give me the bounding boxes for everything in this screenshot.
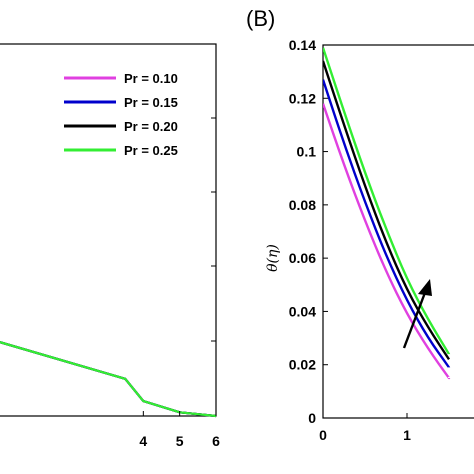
panel-b-y-axis-label: θ(η) — [265, 244, 281, 272]
panel-a-right-ticks — [211, 117, 216, 342]
legend-label: Pr = 0.10 — [124, 71, 178, 86]
panel-a-x-ticks: 4 5 6 — [139, 411, 220, 449]
panel-b-y-tick-label: 0.14 — [289, 37, 316, 53]
panel-a-x-tick-label: 6 — [212, 433, 220, 449]
legend: Pr = 0.10 Pr = 0.15 Pr = 0.20 Pr = 0.25 — [51, 63, 201, 161]
legend-label: Pr = 0.20 — [124, 119, 178, 134]
panel-b-y-tick-label: 0.1 — [297, 144, 317, 160]
panel-b-y-tick-label: 0.12 — [289, 90, 316, 106]
panel-b-x-tick-label: 1 — [403, 427, 411, 443]
panel-b-y-tick-label: 0 — [308, 410, 316, 426]
panel-b-y-tick-label: 0.02 — [289, 357, 316, 373]
panel-a-x-tick-label: 4 — [139, 433, 147, 449]
panel-b-x-tick-label: 0 — [319, 427, 327, 443]
panel-b-axes-box — [322, 44, 474, 419]
panel-b-series-line-1 — [323, 103, 451, 380]
panel-b-y-tick-label: 0.04 — [289, 303, 316, 319]
increase-arrow-icon — [402, 279, 432, 349]
panel-a-curves — [0, 341, 217, 418]
panel-a-axes-box — [0, 43, 217, 417]
legend-box — [51, 63, 201, 161]
panel-a-series-line-4 — [0, 341, 217, 418]
panel-b-series-line-3 — [323, 60, 451, 361]
panel-b-series-line-4 — [323, 47, 451, 355]
legend-label: Pr = 0.15 — [124, 95, 178, 110]
panel-b-y-tick-label: 0.08 — [289, 197, 316, 213]
panel-a: 4 5 6 Pr = 0.10 Pr = 0.15 Pr = 0.20 Pr = 0.25 — [0, 43, 220, 449]
panel-b-curves — [323, 47, 451, 380]
panel-b-label: (B) — [246, 6, 275, 31]
panel-b-y-ticks: 0 0.02 0.04 0.06 0.08 0.1 0.12 0.14 — [289, 37, 328, 426]
legend-label: Pr = 0.25 — [124, 143, 178, 158]
panel-a-x-tick-label: 5 — [176, 433, 184, 449]
panel-b-y-tick-label: 0.06 — [289, 250, 316, 266]
panel-b-series-line-2 — [323, 79, 451, 369]
